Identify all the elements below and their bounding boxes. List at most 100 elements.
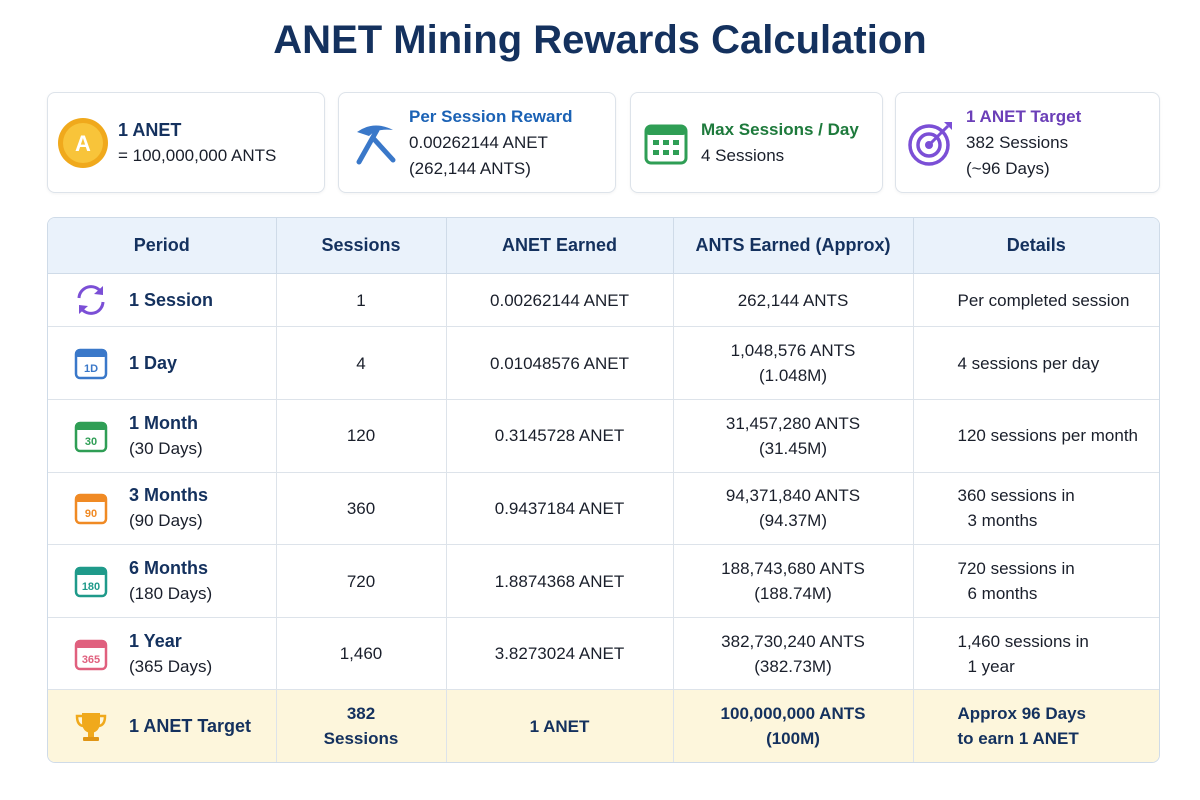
ants-cell: 1,048,576 ANTS (1.048M) xyxy=(673,326,914,401)
refresh-arc xyxy=(79,302,105,316)
period-sub: (180 Days) xyxy=(129,584,213,604)
sessions-text: Sessions xyxy=(323,729,399,749)
details-text: 4 sessions per day xyxy=(957,353,1100,373)
sessions-text: 4 xyxy=(356,353,366,373)
column-header: ANTS Earned (Approx) xyxy=(673,218,914,274)
ants-text: 94,371,840 ANTS xyxy=(725,486,861,506)
refresh-arc xyxy=(77,285,103,299)
period-cell: 1 Session xyxy=(48,273,277,328)
card-title: Max Sessions / Day xyxy=(701,119,859,139)
table-row: 90 3 Months (90 Days) 360 0.9437184 ANET 94,3… xyxy=(48,472,1159,546)
card-icon: A xyxy=(48,117,118,169)
rewards-table: Period Sessions ANET Earned ANTS Earned (Ap… xyxy=(47,217,1160,763)
table-row: 1D 1 Day 4 0.01048576 ANET 1,048,576 ANTS (1.… xyxy=(48,326,1159,401)
details-cell: 1,460 sessions in 1 year xyxy=(913,617,1159,691)
details-text: 1 year xyxy=(967,656,1015,676)
ants-text: 1,048,576 ANTS xyxy=(730,341,856,361)
period-wrap: 30 1 Month (30 Days) xyxy=(49,411,275,461)
anet-cell: 0.3145728 ANET xyxy=(446,399,674,473)
table-row: 1 Session 1 0.00262144 ANET 262,144 ANTS Per… xyxy=(48,273,1159,328)
period-sub: (90 Days) xyxy=(129,511,203,531)
sessions-text: 1 xyxy=(356,290,366,310)
row-icon: 1D xyxy=(74,348,108,380)
period-cell: 90 3 Months (90 Days) xyxy=(48,472,277,546)
period-icon xyxy=(71,708,111,744)
row-icon: 30 xyxy=(74,421,108,453)
period-text: 1 Year (365 Days) xyxy=(129,629,212,679)
details-text: 360 sessions in xyxy=(957,486,1075,506)
column-header: Details xyxy=(913,218,1159,274)
sessions-cell: 1,460 xyxy=(276,617,447,691)
calendar-label: 365 xyxy=(82,654,100,666)
coin-icon: A xyxy=(58,117,108,168)
card-line: (~96 Days) xyxy=(966,158,1050,178)
period-icon xyxy=(71,282,111,318)
page-title: ANET Mining Rewards Calculation xyxy=(273,18,927,62)
period-text: 3 Months (90 Days) xyxy=(129,483,208,533)
table-row: 180 6 Months (180 Days) 720 1.8874368 ANET 18… xyxy=(48,544,1159,618)
details-text: 120 sessions per month xyxy=(957,426,1139,446)
trophy-cup xyxy=(82,713,100,734)
calendar-bar xyxy=(76,495,106,503)
trophy-base xyxy=(83,737,99,742)
ants-text: 100,000,000 ANTS xyxy=(720,704,866,724)
details-cell: 720 sessions in 6 months xyxy=(913,544,1159,618)
period-cell: 30 1 Month (30 Days) xyxy=(48,399,277,473)
calendar-bar xyxy=(76,350,106,358)
calendar-label: 30 xyxy=(85,436,97,448)
period-label: 6 Months xyxy=(129,558,208,579)
ants-text: 188,743,680 ANTS xyxy=(721,559,865,579)
details-text: 6 months xyxy=(967,584,1038,604)
ants-cell: 94,371,840 ANTS (94.37M) xyxy=(673,472,914,546)
period-label: 1 Month xyxy=(129,412,198,433)
sessions-cell: 1 xyxy=(276,273,447,328)
table-row: 1 ANET Target 382 Sessions 1 ANET 100,000,00… xyxy=(48,689,1159,762)
info-card: 1 ANET Target 382 Sessions (~96 Days) xyxy=(895,92,1160,193)
row-icon: 180 xyxy=(74,566,108,598)
ants-text: (31.45M) xyxy=(758,438,828,458)
row-icon xyxy=(75,713,107,742)
period-label: 3 Months xyxy=(129,485,208,506)
anet-cell: 0.01048576 ANET xyxy=(446,326,674,401)
period-wrap: 180 6 Months (180 Days) xyxy=(49,556,275,606)
period-cell: 180 6 Months (180 Days) xyxy=(48,544,277,618)
trophy-handles xyxy=(75,714,107,728)
calendar-bar xyxy=(76,568,106,576)
period-wrap: 1D 1 Day xyxy=(49,345,275,381)
calendar-label: 1D xyxy=(84,363,98,375)
sessions-cell: 120 xyxy=(276,399,447,473)
card-title: 1 ANET Target xyxy=(966,106,1082,126)
period-icon: 1D xyxy=(71,345,111,381)
ants-cell: 262,144 ANTS xyxy=(673,273,914,328)
info-card: A 1 ANET = 100,000,000 ANTS xyxy=(47,92,325,193)
ants-text: 31,457,280 ANTS xyxy=(725,413,861,433)
period-sub: (365 Days) xyxy=(129,656,213,676)
details-cell: Approx 96 Days to earn 1 ANET xyxy=(913,689,1159,762)
sessions-cell: 382 Sessions xyxy=(276,689,447,762)
sessions-cell: 720 xyxy=(276,544,447,618)
sessions-text: 382 xyxy=(346,704,376,724)
card-icon xyxy=(339,118,409,168)
ants-text: (100M) xyxy=(766,729,820,749)
sessions-text: 1,460 xyxy=(339,644,383,664)
details-cell: 4 sessions per day xyxy=(913,326,1159,401)
period-label: 1 ANET Target xyxy=(129,715,252,736)
calendar-label: 180 xyxy=(82,581,100,593)
details-text: 1,460 sessions in xyxy=(957,631,1089,651)
period-label: 1 Session xyxy=(129,289,214,310)
row-icon: 365 xyxy=(74,639,108,670)
card-line: 0.00262144 ANET xyxy=(409,132,548,152)
card-icon xyxy=(896,118,966,168)
table: Period Sessions ANET Earned ANTS Earned (Ap… xyxy=(48,218,1159,762)
table-row: 365 1 Year (365 Days) 1,460 3.8273024 ANET 38… xyxy=(48,617,1159,691)
card-title: 1 ANET xyxy=(118,119,182,140)
period-icon: 365 xyxy=(71,636,111,672)
anet-cell: 1.8874368 ANET xyxy=(446,544,674,618)
period-sub: (30 Days) xyxy=(129,438,203,458)
period-cell: 1 ANET Target xyxy=(48,689,277,762)
ants-text: (1.048M) xyxy=(758,366,828,386)
period-cell: 1D 1 Day xyxy=(48,326,277,401)
details-text: 720 sessions in xyxy=(957,559,1075,579)
info-card: Per Session Reward 0.00262144 ANET (262,14… xyxy=(338,92,616,193)
